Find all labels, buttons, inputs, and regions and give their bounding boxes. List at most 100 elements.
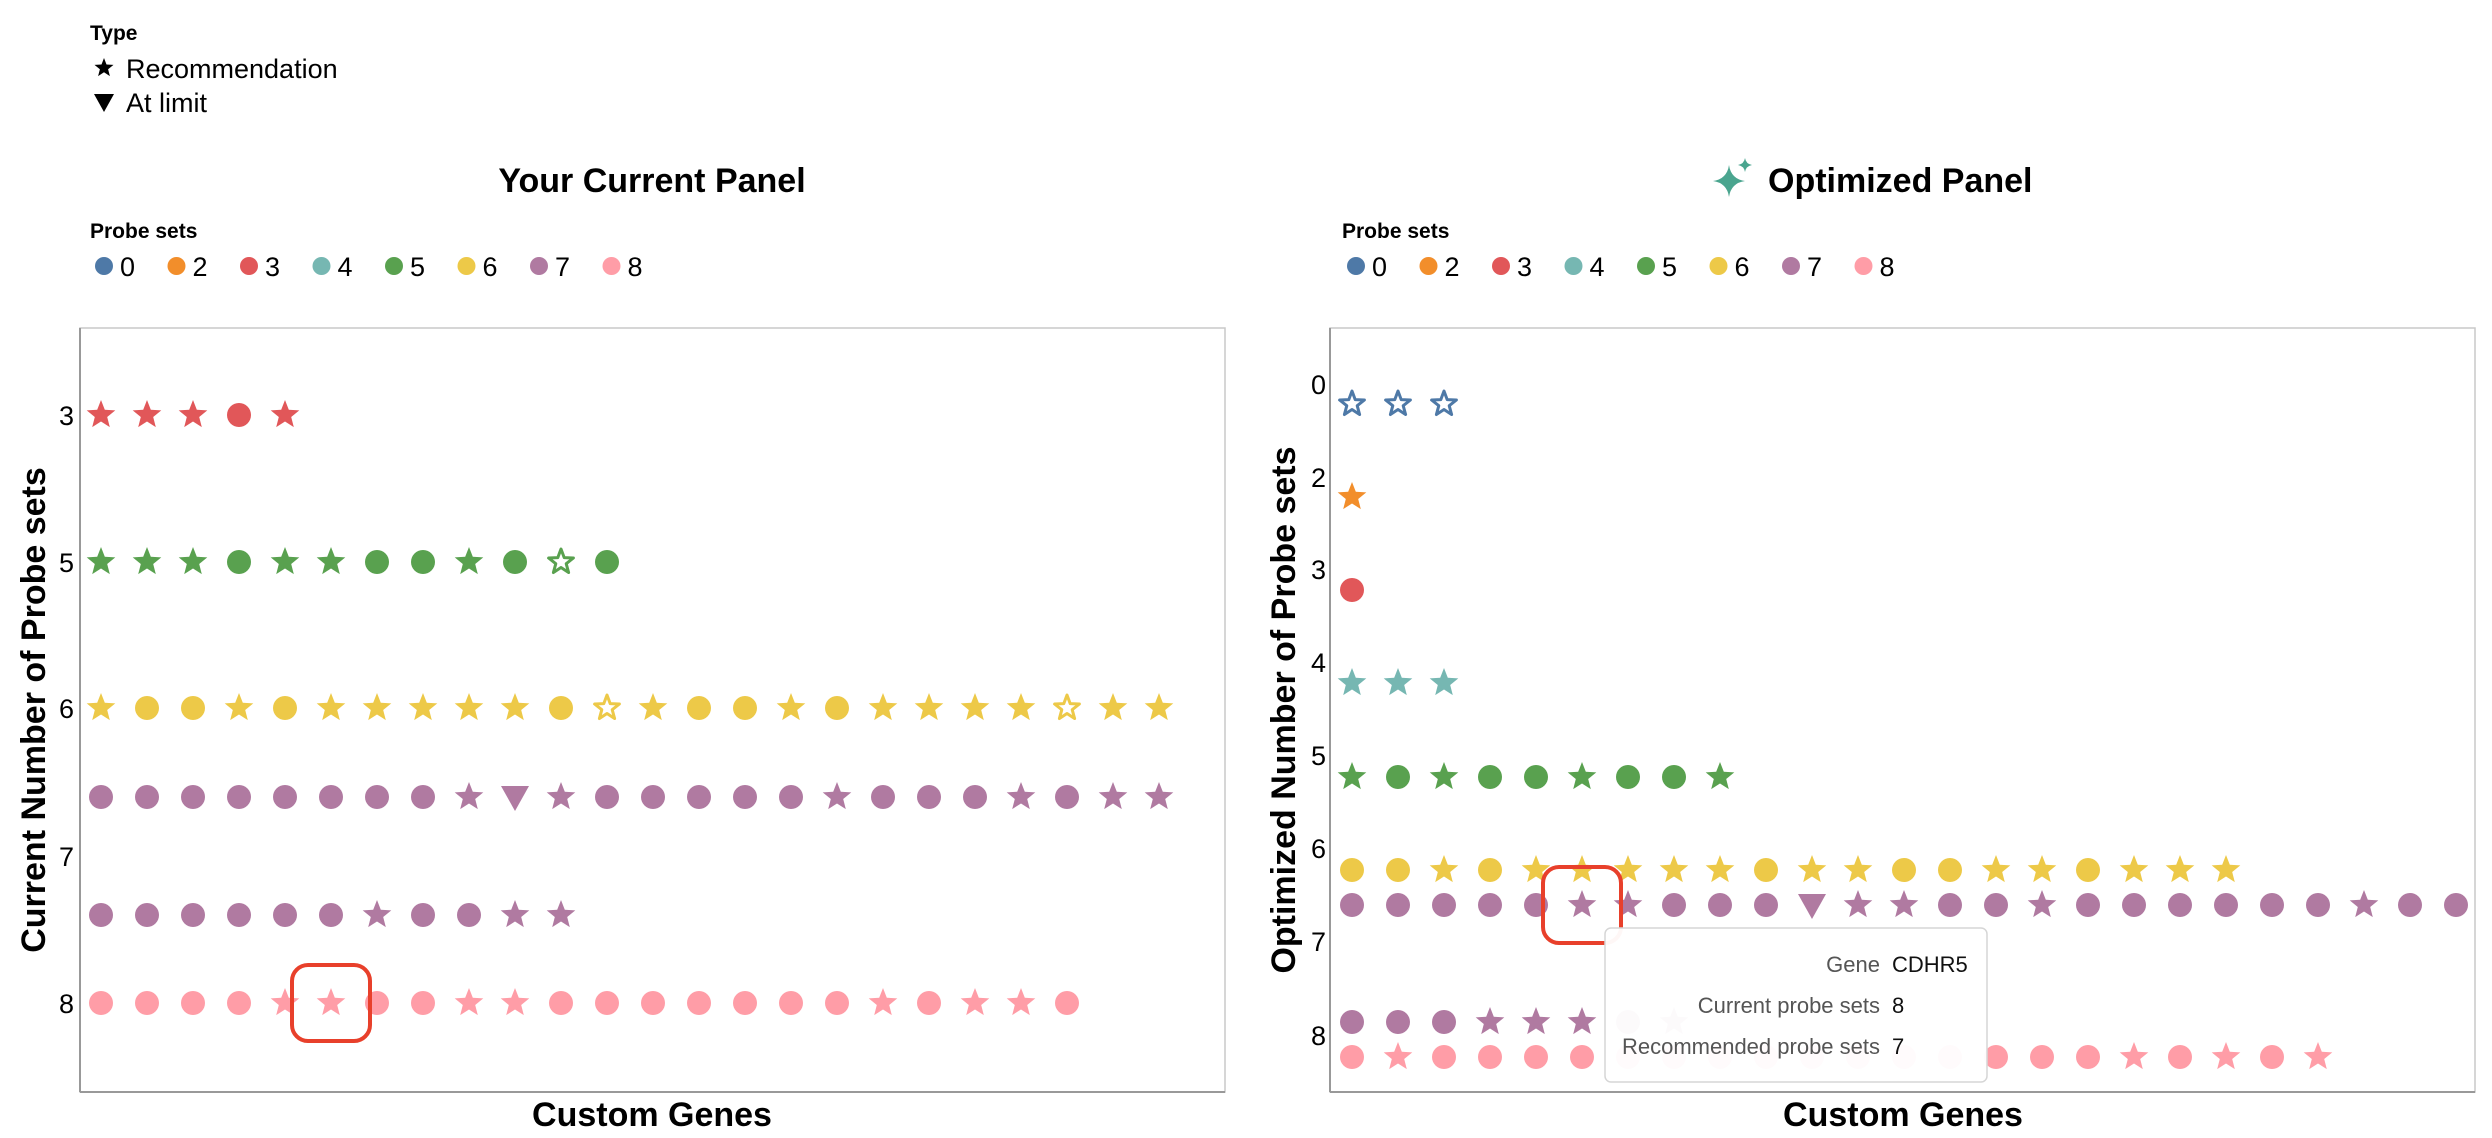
data-point-star[interactable] — [1843, 855, 1873, 883]
data-point-star[interactable] — [500, 988, 530, 1016]
data-point-star[interactable] — [2165, 855, 2195, 883]
data-point-circle[interactable] — [2076, 858, 2100, 882]
data-point-circle[interactable] — [641, 785, 665, 809]
data-point-circle[interactable] — [1386, 1010, 1410, 1034]
data-point-star[interactable] — [500, 900, 530, 928]
data-point-circle[interactable] — [1386, 893, 1410, 917]
data-point-star[interactable] — [2303, 1042, 2333, 1070]
data-point-star[interactable] — [960, 693, 990, 721]
data-point-circle[interactable] — [641, 991, 665, 1015]
data-point-circle[interactable] — [181, 991, 205, 1015]
data-point-star[interactable] — [776, 693, 806, 721]
data-point-circle[interactable] — [687, 696, 711, 720]
data-point-circle[interactable] — [273, 696, 297, 720]
data-point-circle[interactable] — [2076, 893, 2100, 917]
data-point-star[interactable] — [454, 988, 484, 1016]
data-point-star[interactable] — [1567, 762, 1597, 790]
data-point-circle[interactable] — [181, 903, 205, 927]
data-point-star[interactable] — [546, 900, 576, 928]
data-point-circle[interactable] — [181, 696, 205, 720]
data-point-circle[interactable] — [1570, 1045, 1594, 1069]
data-point-star[interactable] — [270, 400, 300, 428]
data-point-circle[interactable] — [227, 550, 251, 574]
legend-swatch[interactable] — [457, 257, 476, 275]
data-point-star[interactable] — [1613, 855, 1643, 883]
data-point-circle[interactable] — [733, 785, 757, 809]
data-point-star[interactable] — [546, 782, 576, 810]
data-point-star[interactable] — [132, 400, 162, 428]
data-point-star[interactable] — [1337, 762, 1367, 790]
data-point-star[interactable] — [1098, 693, 1128, 721]
data-point-circle[interactable] — [1432, 893, 1456, 917]
data-point-circle[interactable] — [825, 696, 849, 720]
data-point-star[interactable] — [914, 693, 944, 721]
data-point-circle[interactable] — [411, 550, 435, 574]
data-point-star-open[interactable] — [547, 547, 575, 574]
data-point-star[interactable] — [1797, 855, 1827, 883]
data-point-circle[interactable] — [1386, 858, 1410, 882]
data-point-circle[interactable] — [1938, 893, 1962, 917]
data-point-triangle[interactable] — [1798, 894, 1826, 919]
data-point-circle[interactable] — [1478, 765, 1502, 789]
data-point-circle[interactable] — [181, 785, 205, 809]
legend-swatch[interactable] — [1419, 257, 1438, 275]
data-point-circle[interactable] — [135, 696, 159, 720]
data-point-circle[interactable] — [135, 785, 159, 809]
data-point-circle[interactable] — [549, 696, 573, 720]
data-point-circle[interactable] — [1340, 858, 1364, 882]
data-point-star[interactable] — [1521, 855, 1551, 883]
legend-swatch[interactable] — [1347, 257, 1365, 275]
data-point-circle[interactable] — [411, 785, 435, 809]
data-point-circle[interactable] — [687, 785, 711, 809]
data-point-star[interactable] — [316, 547, 346, 575]
data-point-star[interactable] — [1705, 855, 1735, 883]
data-point-star[interactable] — [270, 547, 300, 575]
data-point-circle[interactable] — [825, 991, 849, 1015]
data-point-star[interactable] — [454, 547, 484, 575]
data-point-circle[interactable] — [917, 785, 941, 809]
data-point-star[interactable] — [2119, 855, 2149, 883]
data-point-star[interactable] — [2211, 855, 2241, 883]
legend-swatch[interactable] — [1854, 257, 1873, 275]
data-point-circle[interactable] — [1662, 765, 1686, 789]
data-point-star[interactable] — [1981, 855, 2011, 883]
data-point-circle[interactable] — [135, 991, 159, 1015]
data-point-star[interactable] — [454, 693, 484, 721]
data-point-star[interactable] — [2349, 890, 2379, 918]
data-point-star[interactable] — [1337, 668, 1367, 696]
data-point-circle[interactable] — [963, 785, 987, 809]
data-point-star[interactable] — [362, 900, 392, 928]
legend-swatch[interactable] — [95, 257, 113, 275]
legend-swatch[interactable] — [1782, 257, 1800, 275]
data-point-circle[interactable] — [1478, 893, 1502, 917]
data-point-star[interactable] — [86, 400, 116, 428]
data-point-star[interactable] — [1843, 890, 1873, 918]
legend-swatch[interactable] — [312, 257, 331, 275]
data-point-circle[interactable] — [1892, 858, 1916, 882]
data-point-circle[interactable] — [917, 991, 941, 1015]
data-point-star[interactable] — [270, 988, 300, 1016]
data-point-star[interactable] — [1429, 762, 1459, 790]
data-point-circle[interactable] — [779, 991, 803, 1015]
data-point-star[interactable] — [868, 988, 898, 1016]
data-point-circle[interactable] — [687, 991, 711, 1015]
data-point-circle[interactable] — [89, 991, 113, 1015]
data-point-star-open[interactable] — [1053, 693, 1081, 720]
data-point-star[interactable] — [1521, 1007, 1551, 1035]
data-point-circle[interactable] — [1340, 1045, 1364, 1069]
data-point-circle[interactable] — [1386, 765, 1410, 789]
data-point-star-open[interactable] — [1384, 389, 1412, 416]
data-point-star[interactable] — [408, 693, 438, 721]
data-point-circle[interactable] — [1432, 1045, 1456, 1069]
data-point-star[interactable] — [2119, 1042, 2149, 1070]
data-point-circle[interactable] — [227, 785, 251, 809]
data-point-circle[interactable] — [733, 696, 757, 720]
data-point-star[interactable] — [178, 400, 208, 428]
data-point-circle[interactable] — [319, 903, 343, 927]
data-point-star[interactable] — [316, 988, 346, 1016]
data-point-circle[interactable] — [2444, 893, 2468, 917]
data-point-circle[interactable] — [1754, 893, 1778, 917]
data-point-circle[interactable] — [89, 903, 113, 927]
data-point-circle[interactable] — [1938, 858, 1962, 882]
data-point-circle[interactable] — [2306, 893, 2330, 917]
